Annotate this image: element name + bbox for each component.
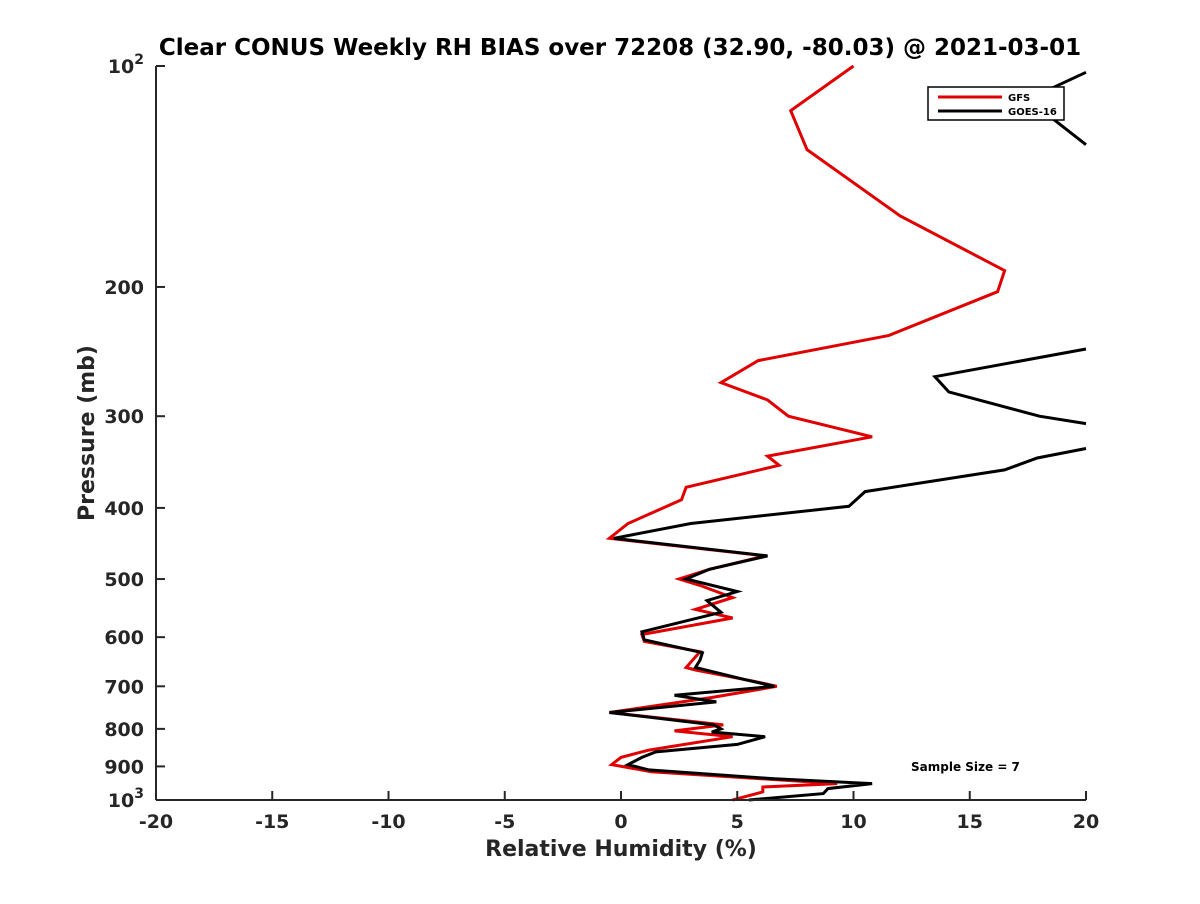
y-tick-base: 200 xyxy=(104,277,144,299)
y-tick-base: 300 xyxy=(104,406,144,428)
y-tick-base: 700 xyxy=(104,676,144,698)
x-tick-label: -15 xyxy=(255,811,289,833)
x-tick-label: -20 xyxy=(139,811,173,833)
y-tick-base: 10 xyxy=(108,56,134,78)
y-tick-label: 400 xyxy=(104,498,144,520)
legend-box xyxy=(927,86,1065,121)
plot-frame xyxy=(156,66,1086,800)
y-tick-base: 600 xyxy=(104,627,144,649)
x-axis-title: Relative Humidity (%) xyxy=(485,837,757,862)
y-tick-base: 500 xyxy=(104,569,144,591)
y-tick-exponent: 2 xyxy=(134,52,144,68)
y-tick-label: 102 xyxy=(108,52,144,78)
y-tick-label: 300 xyxy=(104,406,144,428)
chart-title: Clear CONUS Weekly RH BIAS over 72208 (3… xyxy=(159,35,1081,61)
y-tick-label: 103 xyxy=(108,786,144,812)
y-tick-label: 600 xyxy=(104,627,144,649)
plot-area: -20 -15 -10 -5 0 5 10 15 20 10220030040050060070… xyxy=(104,52,1099,833)
x-tick-label: 20 xyxy=(1073,811,1099,833)
y-tick-label: 700 xyxy=(104,676,144,698)
y-axis-title: Pressure (mb) xyxy=(75,345,100,521)
x-tick-label: -10 xyxy=(371,811,405,833)
x-tick-label: 0 xyxy=(614,811,627,833)
x-tick-label: 15 xyxy=(957,811,983,833)
y-tick-base: 400 xyxy=(104,498,144,520)
legend-label-goes-16: GOES-16 xyxy=(1008,107,1057,118)
sample-size-annotation: Sample Size = 7 xyxy=(911,760,1020,774)
legend: GFS GOES-16 xyxy=(927,86,1065,121)
y-tick-exponent: 3 xyxy=(134,786,144,802)
y-tick-base: 900 xyxy=(104,756,144,778)
x-tick-label: -5 xyxy=(494,811,515,833)
y-tick-label: 200 xyxy=(104,277,144,299)
y-tick-base: 10 xyxy=(108,790,134,812)
legend-label-gfs: GFS xyxy=(1008,93,1030,104)
y-tick-label: 500 xyxy=(104,569,144,591)
y-tick-label: 800 xyxy=(104,719,144,741)
x-ticks: -20 -15 -10 -5 0 5 10 15 20 xyxy=(139,791,1099,833)
y-tick-label: 900 xyxy=(104,756,144,778)
y-tick-base: 800 xyxy=(104,719,144,741)
x-tick-label: 10 xyxy=(840,811,866,833)
series-line-gfs xyxy=(605,64,1007,802)
x-tick-label: 5 xyxy=(731,811,744,833)
